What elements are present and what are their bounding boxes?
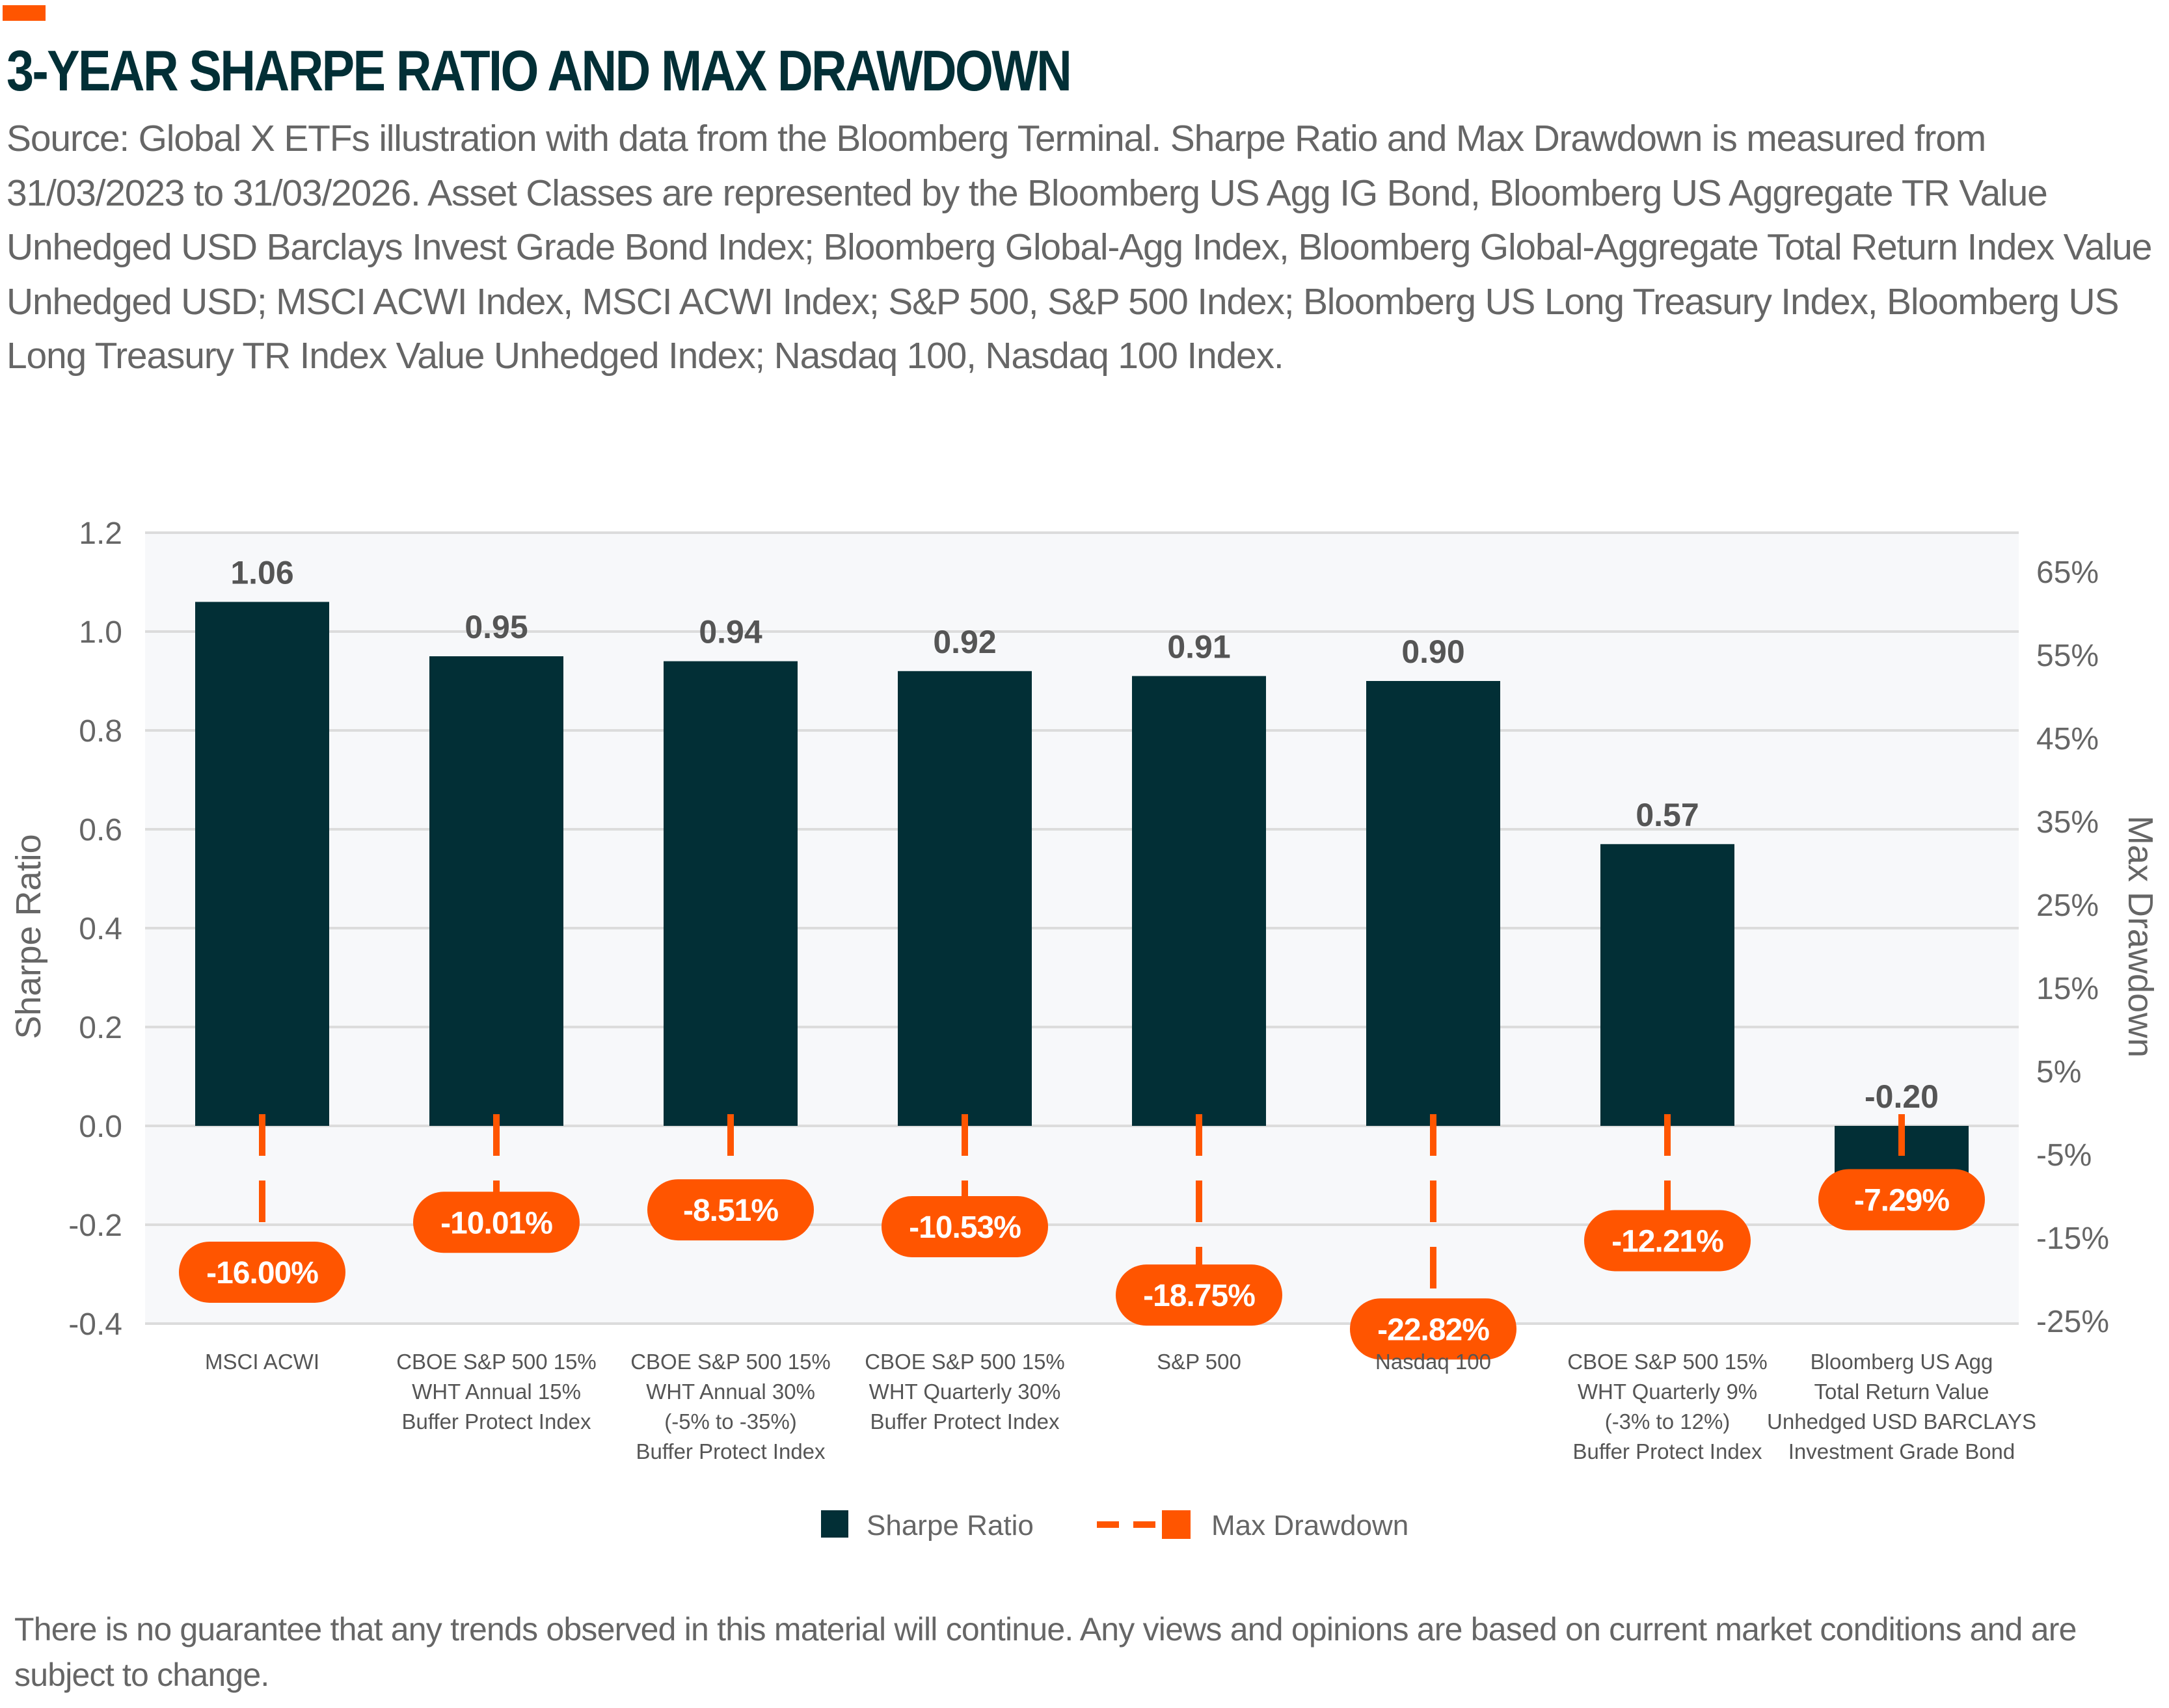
drawdown-marker xyxy=(882,1195,1048,1257)
category-label-line: CBOE S&P 500 15% xyxy=(396,1350,597,1374)
drawdown-marker xyxy=(179,1241,345,1303)
category-label-line: Bloomberg US Agg xyxy=(1811,1350,1993,1374)
y2-tick-label: -25% xyxy=(2036,1305,2109,1339)
legend-label-sharpe: Sharpe Ratio xyxy=(867,1510,1034,1541)
drawdown-marker xyxy=(647,1179,814,1241)
drawdown-value-label: -8.51% xyxy=(683,1194,778,1228)
category-label: S&P 500 xyxy=(1157,1350,1241,1374)
sharpe-bar xyxy=(195,602,329,1126)
category-label-line: Unhedged USD BARCLAYS xyxy=(1767,1409,2036,1434)
legend: Sharpe Ratio Max Drawdown xyxy=(821,1510,1408,1541)
sharpe-bar xyxy=(429,656,563,1126)
category-label-line: WHT Quarterly 30% xyxy=(869,1380,1061,1404)
sharpe-bar xyxy=(1600,844,1734,1126)
y-tick-label: 0.6 xyxy=(79,813,122,847)
drawdown-value-label: -10.53% xyxy=(909,1210,1021,1245)
category-label-line: Nasdaq 100 xyxy=(1375,1350,1491,1374)
category-label-line: MSCI ACWI xyxy=(205,1350,319,1374)
y-tick-label: 0.8 xyxy=(79,714,122,749)
sharpe-value-label: 0.90 xyxy=(1401,634,1464,670)
y2-axis-title: Max Drawdown xyxy=(2121,816,2160,1058)
category-label-line: WHT Quarterly 9% xyxy=(1578,1380,1757,1404)
legend-swatch-drawdown xyxy=(1162,1510,1191,1539)
category-label-line: Buffer Protect Index xyxy=(401,1409,591,1434)
category-label-line: (-3% to 12%) xyxy=(1605,1409,1731,1434)
sharpe-bar xyxy=(1366,681,1500,1126)
source-note: Source: Global X ETFs illustration with … xyxy=(7,118,2152,377)
chart-title: 3-YEAR SHARPE RATIO AND MAX DRAWDOWN xyxy=(7,38,1072,103)
drawdown-marker xyxy=(413,1192,580,1253)
category-label-line: Buffer Protect Index xyxy=(1572,1439,1762,1463)
legend-swatch-sharpe xyxy=(821,1510,848,1538)
y2-tick-label: 55% xyxy=(2036,639,2099,673)
y2-tick-label: 35% xyxy=(2036,805,2099,840)
drawdown-marker xyxy=(1350,1298,1516,1360)
category-label-line: Buffer Protect Index xyxy=(870,1409,1060,1434)
drawdown-marker xyxy=(1584,1210,1751,1272)
sharpe-value-label: 0.92 xyxy=(933,624,996,660)
drawdown-value-label: -18.75% xyxy=(1143,1279,1255,1313)
drawdown-marker xyxy=(1818,1169,1985,1231)
y2-tick-label: 45% xyxy=(2036,722,2099,756)
sharpe-bar xyxy=(1132,676,1266,1126)
y-axis-title: Sharpe Ratio xyxy=(9,834,48,1039)
y-tick-label: -0.4 xyxy=(68,1307,122,1342)
y-tick-label: 0.2 xyxy=(79,1011,122,1045)
y2-tick-label: 25% xyxy=(2036,888,2099,923)
category-label: CBOE S&P 500 15% WHT Annual 15% Buffer Pro… xyxy=(396,1350,597,1434)
drawdown-value-label: -16.00% xyxy=(206,1256,318,1290)
sharpe-value-label: 0.94 xyxy=(699,614,762,650)
sharpe-value-label: 0.95 xyxy=(465,609,528,645)
category-label-line: CBOE S&P 500 15% xyxy=(630,1350,831,1374)
category-label: Bloomberg US Agg Total Return Value Unhedg… xyxy=(1767,1350,2036,1463)
sharpe-value-label: 1.06 xyxy=(230,554,293,591)
y-tick-label: -0.2 xyxy=(68,1208,122,1243)
category-label: CBOE S&P 500 15% WHT Quarterly 9% (-3% to … xyxy=(1567,1350,1768,1463)
category-label: CBOE S&P 500 15% WHT Annual 30% (-5% to -3… xyxy=(630,1350,831,1463)
y2-tick-label: -5% xyxy=(2036,1138,2092,1173)
y-tick-label: 0.0 xyxy=(79,1110,122,1144)
category-label-line: CBOE S&P 500 15% xyxy=(865,1350,1065,1374)
sharpe-bar xyxy=(664,661,798,1126)
y-tick-label: 1.0 xyxy=(79,615,122,650)
category-label-line: Buffer Protect Index xyxy=(636,1439,826,1463)
drawdown-value-label: -12.21% xyxy=(1611,1224,1723,1259)
category-label-line: Investment Grade Bond xyxy=(1788,1439,2015,1463)
category-label-line: WHT Annual 30% xyxy=(646,1380,815,1404)
y-tick-label: 0.4 xyxy=(79,912,122,946)
brand-accent-mark xyxy=(3,5,46,21)
category-label-line: Total Return Value xyxy=(1814,1380,1989,1404)
category-label: CBOE S&P 500 15% WHT Quarterly 30% Buffer … xyxy=(865,1350,1065,1434)
y-tick-label: 1.2 xyxy=(79,516,122,551)
drawdown-value-label: -10.01% xyxy=(440,1206,552,1240)
sharpe-value-label: 0.57 xyxy=(1636,797,1699,833)
category-label-line: WHT Annual 15% xyxy=(412,1380,581,1404)
legend-label-drawdown: Max Drawdown xyxy=(1211,1510,1408,1541)
drawdown-value-label: -7.29% xyxy=(1854,1183,1949,1218)
disclaimer-footnote: There is no guarantee that any trends ob… xyxy=(14,1611,2077,1693)
category-label: MSCI ACWI xyxy=(205,1350,319,1374)
y2-tick-label: 5% xyxy=(2036,1055,2081,1089)
category-label-line: (-5% to -35%) xyxy=(664,1409,797,1434)
sharpe-bar xyxy=(898,671,1032,1126)
sharpe-value-label: 0.91 xyxy=(1167,628,1230,665)
category-label: Nasdaq 100 xyxy=(1375,1350,1491,1374)
category-label-line: CBOE S&P 500 15% xyxy=(1567,1350,1768,1374)
sharpe-value-label: -0.20 xyxy=(1865,1078,1939,1115)
y2-tick-label: 65% xyxy=(2036,555,2099,590)
drawdown-marker xyxy=(1116,1264,1282,1326)
drawdown-value-label: -22.82% xyxy=(1377,1313,1489,1347)
category-label-line: S&P 500 xyxy=(1157,1350,1241,1374)
y2-tick-label: 15% xyxy=(2036,972,2099,1006)
y2-tick-label: -15% xyxy=(2036,1221,2109,1256)
